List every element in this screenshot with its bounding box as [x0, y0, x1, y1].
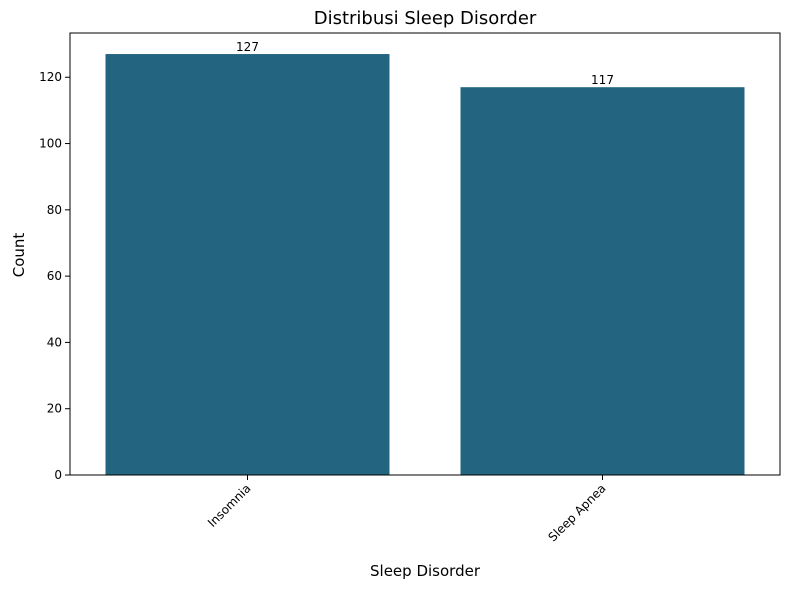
y-tick-label: 80 — [47, 203, 62, 217]
bar-value-label: 117 — [591, 73, 614, 87]
chart-title: Distribusi Sleep Disorder — [314, 8, 537, 29]
bar — [105, 54, 390, 476]
x-axis-ticks: Insomnia Sleep Apnea — [205, 475, 609, 544]
y-tick-label: 0 — [54, 468, 62, 482]
y-axis-title: Count — [10, 233, 28, 278]
bar-value-label: 127 — [236, 40, 259, 54]
bars-group: 127 117 — [105, 40, 745, 476]
y-tick-label: 120 — [39, 70, 62, 84]
x-axis-title: Sleep Disorder — [370, 562, 481, 580]
x-tick-label: Insomnia — [205, 481, 254, 530]
bar — [460, 87, 745, 475]
plot-frame — [69, 32, 781, 476]
y-tick-label: 100 — [39, 137, 62, 151]
y-tick-label: 20 — [47, 402, 62, 416]
y-tick-label: 60 — [47, 269, 62, 283]
x-tick-label: Sleep Apnea — [545, 481, 608, 544]
y-axis-ticks: 0 20 40 60 80 100 120 — [39, 70, 70, 482]
y-tick-label: 40 — [47, 335, 62, 349]
